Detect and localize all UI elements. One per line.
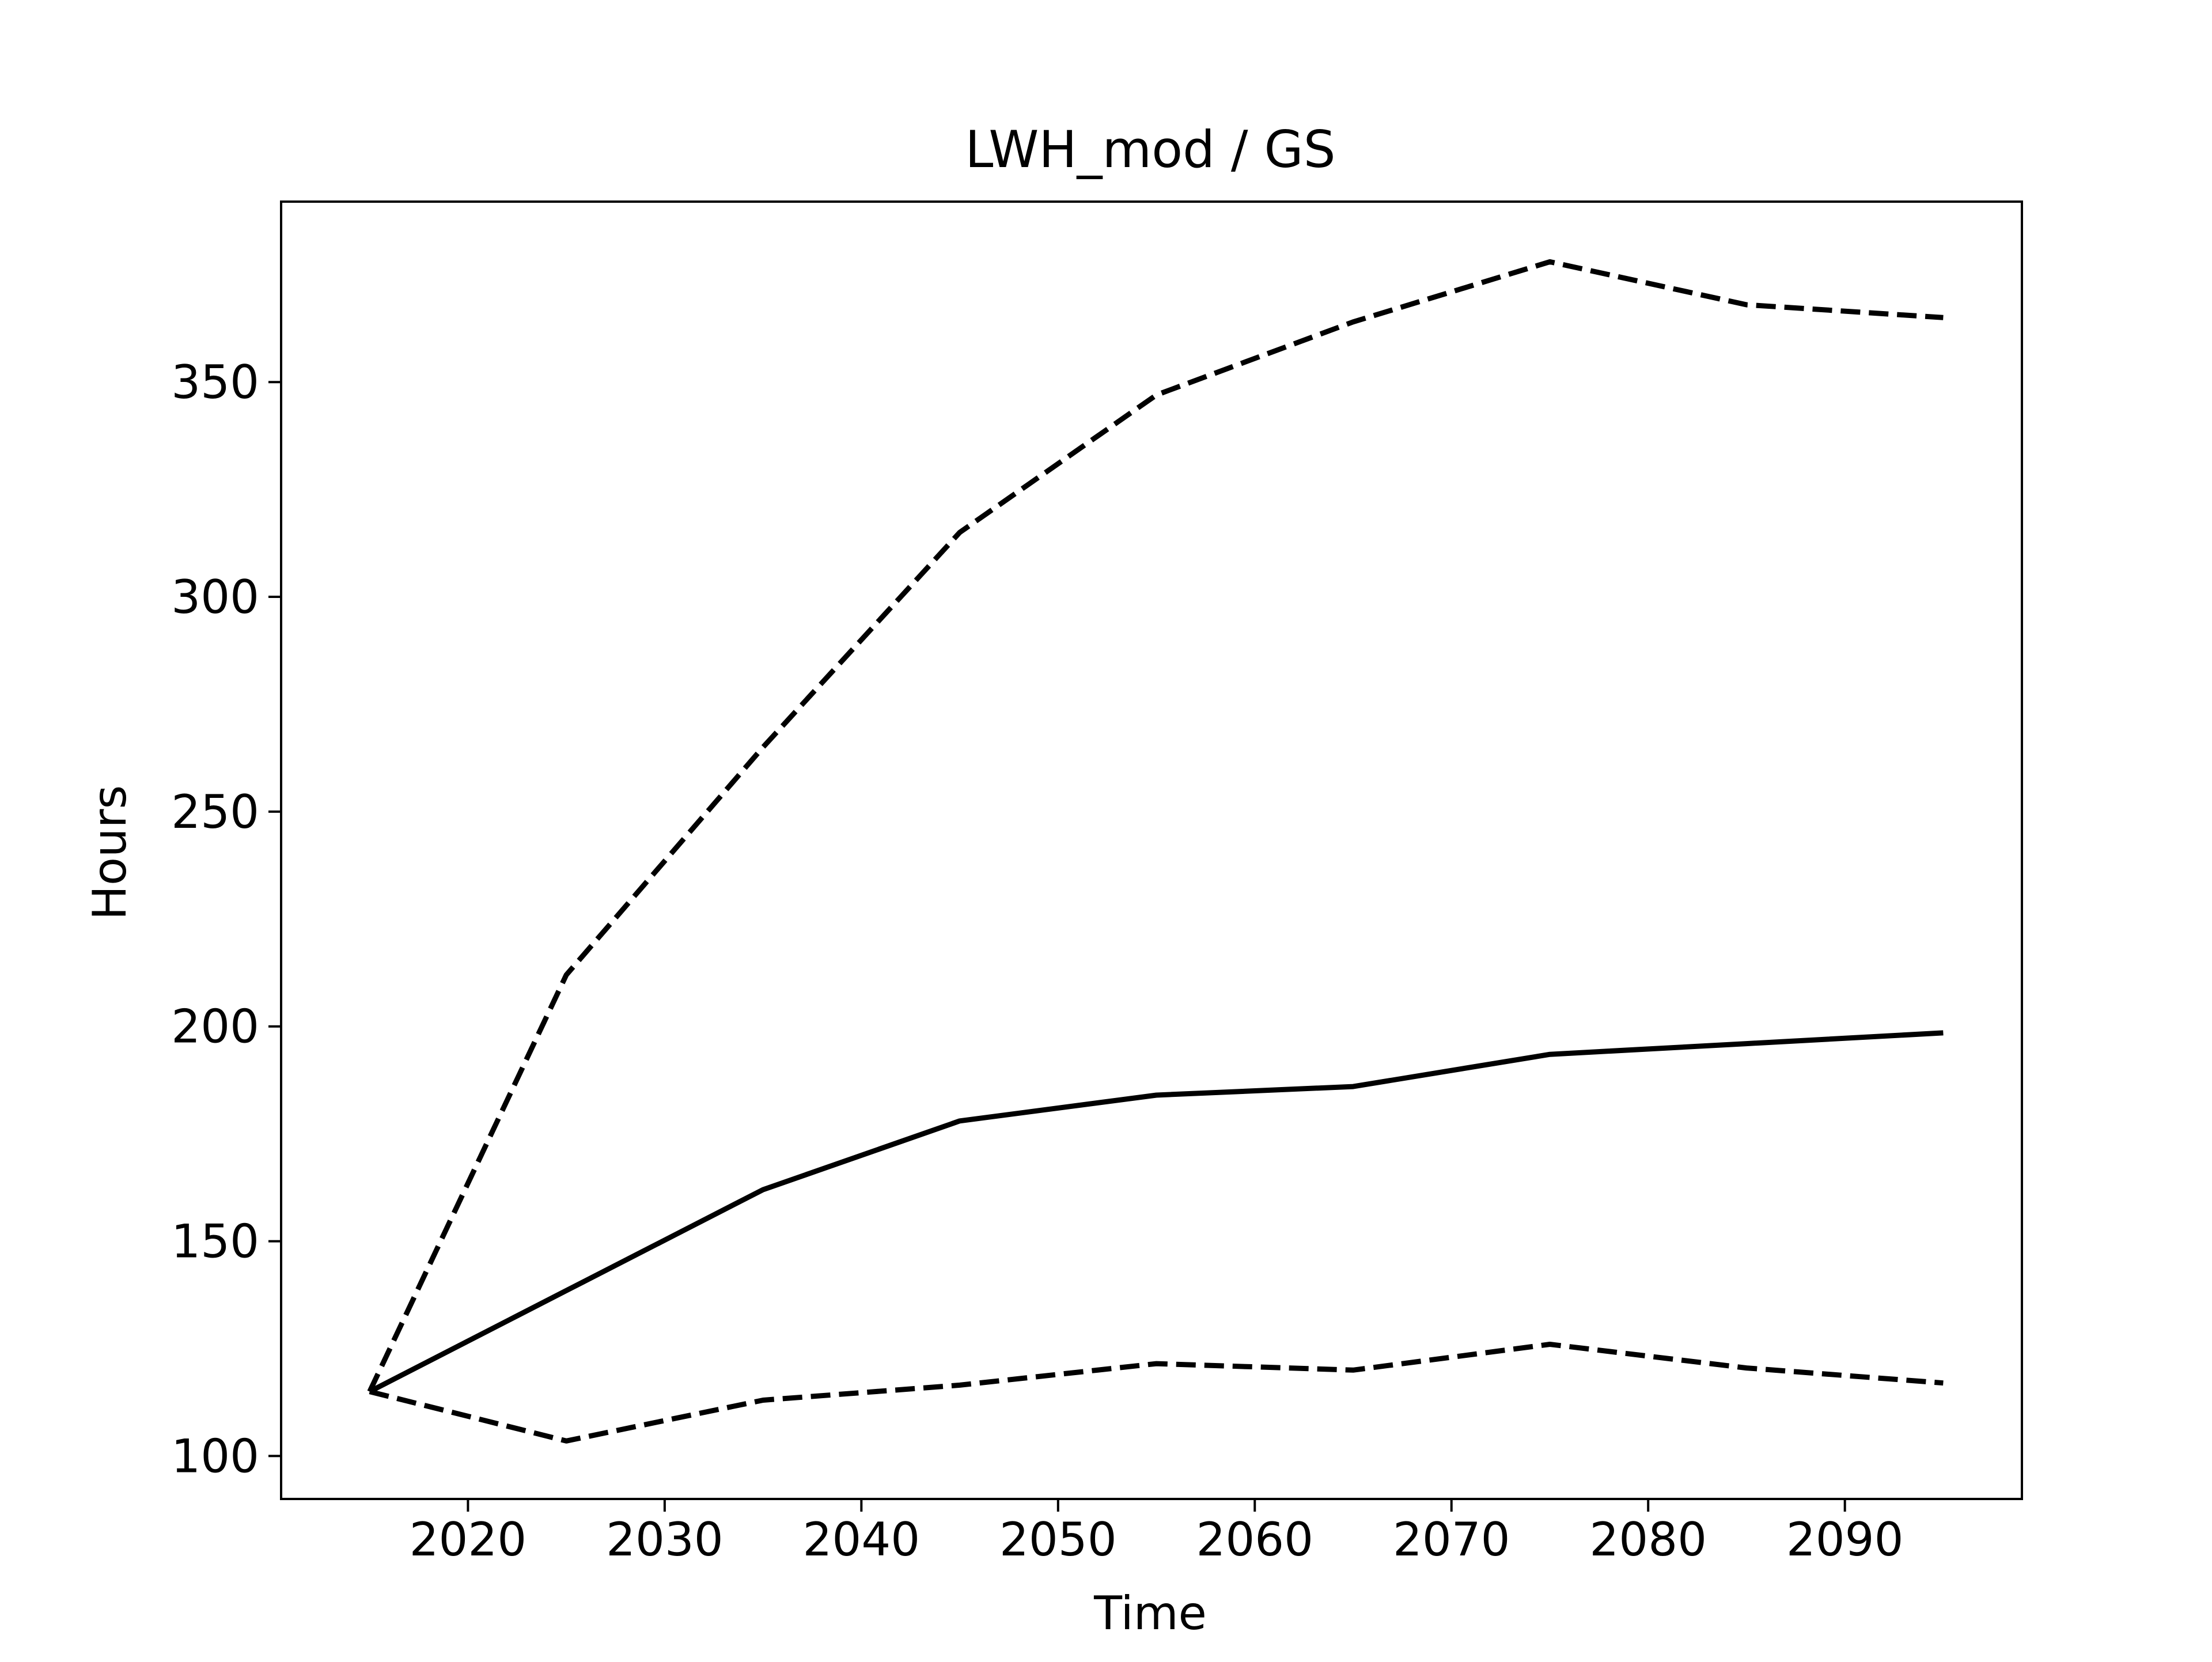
y-tick-label: 150 (171, 1215, 259, 1269)
x-tick-label: 2020 (410, 1513, 527, 1566)
series-line-3 (369, 1342, 1944, 1444)
plot-frame (280, 200, 2023, 1500)
x-tick-label: 2030 (606, 1513, 724, 1566)
x-tick-label: 2080 (1589, 1513, 1707, 1566)
x-tick-label: 2070 (1393, 1513, 1510, 1566)
x-tick-label: 2060 (1196, 1513, 1313, 1566)
chart-title: LWH_mod / GS (965, 120, 1335, 179)
x-axis-label: Time (1093, 1587, 1207, 1640)
y-tick-label: 100 (171, 1429, 259, 1483)
y-tick-label: 350 (171, 355, 259, 409)
series-line-1 (367, 259, 1944, 1393)
y-tick-label: 300 (171, 570, 259, 624)
x-tick-label: 2040 (803, 1513, 921, 1566)
y-axis-label: Hours (83, 785, 137, 920)
x-tick-label: 2050 (999, 1513, 1117, 1566)
y-tick-label: 250 (171, 785, 259, 839)
x-tick-label: 2090 (1786, 1513, 1904, 1566)
y-tick-label: 200 (171, 1000, 259, 1054)
plot-area: 2020 2030 2040 2050 2060 2070 2080 2090 100 150 20… (171, 200, 2023, 1566)
series-line-2 (368, 1030, 1944, 1394)
